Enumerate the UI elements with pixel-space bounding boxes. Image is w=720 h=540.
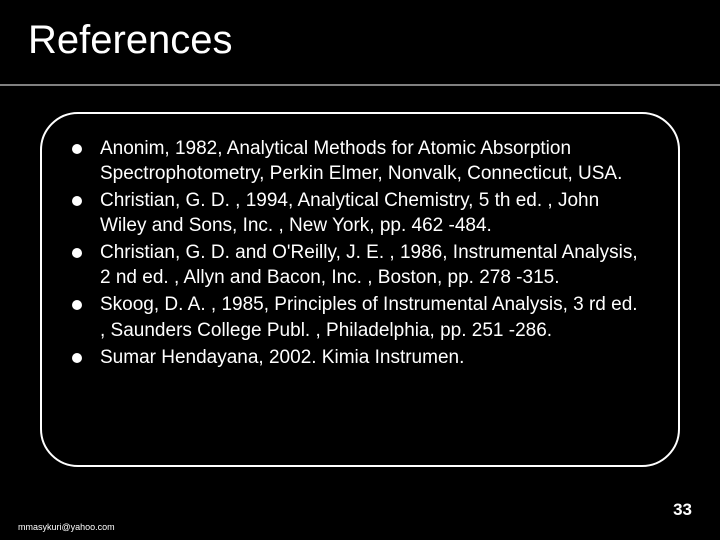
list-item: Anonim, 1982, Analytical Methods for Ato… <box>72 136 648 186</box>
list-item: Christian, G. D. and O'Reilly, J. E. , 1… <box>72 240 648 290</box>
title-underline <box>0 84 720 86</box>
bullet-icon <box>72 353 82 363</box>
page-number: 33 <box>673 500 692 520</box>
references-list: Anonim, 1982, Analytical Methods for Ato… <box>72 136 648 370</box>
reference-text: Christian, G. D. , 1994, Analytical Chem… <box>100 188 648 238</box>
references-box: Anonim, 1982, Analytical Methods for Ato… <box>40 112 680 467</box>
footer-email: mmasykuri@yahoo.com <box>18 522 115 532</box>
list-item: Skoog, D. A. , 1985, Principles of Instr… <box>72 292 648 342</box>
bullet-icon <box>72 248 82 258</box>
bullet-icon <box>72 196 82 206</box>
reference-text: Sumar Hendayana, 2002. Kimia Instrumen. <box>100 345 464 370</box>
title-area: References <box>0 0 720 63</box>
reference-text: Skoog, D. A. , 1985, Principles of Instr… <box>100 292 648 342</box>
reference-text: Anonim, 1982, Analytical Methods for Ato… <box>100 136 648 186</box>
bullet-icon <box>72 144 82 154</box>
list-item: Christian, G. D. , 1994, Analytical Chem… <box>72 188 648 238</box>
reference-text: Christian, G. D. and O'Reilly, J. E. , 1… <box>100 240 648 290</box>
list-item: Sumar Hendayana, 2002. Kimia Instrumen. <box>72 345 648 370</box>
slide-title: References <box>28 18 720 63</box>
bullet-icon <box>72 300 82 310</box>
